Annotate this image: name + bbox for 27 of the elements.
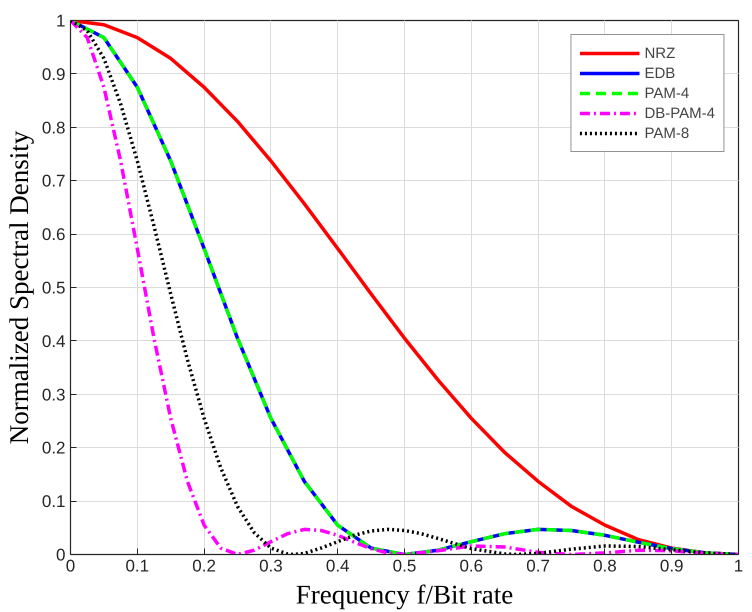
- y-tick-label: 0.7: [42, 172, 66, 191]
- y-tick-label: 0.1: [42, 492, 66, 512]
- legend-label: NRZ: [644, 44, 676, 62]
- y-tick-label: 0.5: [42, 278, 66, 298]
- y-tick-label: 1: [56, 12, 66, 30]
- y-axis-title: Normalized Spectral Density: [4, 130, 34, 444]
- x-tick-label: 0.9: [660, 556, 684, 576]
- x-tick-label: 0.7: [526, 556, 550, 576]
- y-tick-label: 0.4: [42, 332, 66, 351]
- x-axis-title: Frequency f/Bit rate: [296, 580, 514, 610]
- x-tick-label: 0.1: [125, 556, 150, 576]
- x-tick-label: 0.5: [392, 556, 416, 576]
- y-tick-label: 0.8: [42, 118, 66, 138]
- x-tick-label: 0.4: [326, 556, 350, 576]
- y-tick-label: 0.6: [42, 225, 66, 244]
- x-tick-label: 0.6: [459, 556, 484, 576]
- x-tick-label: 0.8: [593, 556, 617, 576]
- legend-label: DB-PAM-4: [644, 104, 715, 122]
- y-tick-label: 0.9: [42, 64, 66, 84]
- legend-label: EDB: [644, 64, 676, 82]
- legend-label: PAM-4: [644, 84, 690, 102]
- x-tick-label: 1: [734, 556, 744, 576]
- legend-label: PAM-8: [644, 124, 690, 142]
- y-tick-label: 0.2: [42, 438, 66, 458]
- y-tick-label: 0.3: [42, 385, 66, 404]
- x-tick-label: 0.2: [192, 556, 216, 576]
- x-tick-label: 0.3: [259, 556, 283, 576]
